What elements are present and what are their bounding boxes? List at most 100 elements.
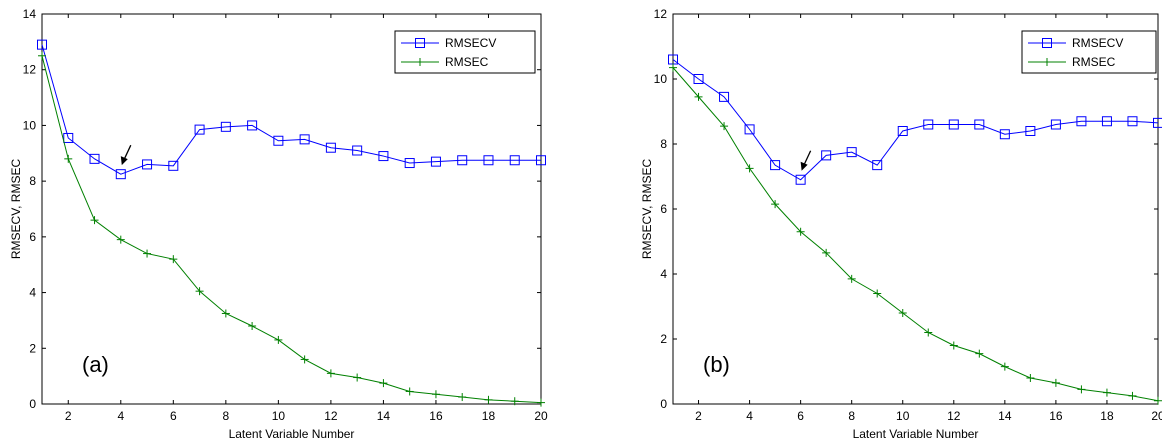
data-point-rmsec: [510, 397, 519, 406]
x-tick-label: 20: [534, 409, 548, 423]
legend-label: RMSEC: [1072, 55, 1116, 69]
data-point-rmsecv: [325, 142, 336, 153]
x-tick-label: 4: [117, 409, 124, 423]
legend-label: RMSECV: [1072, 36, 1123, 50]
data-point-rmsecv: [1076, 116, 1087, 127]
data-point-rmsec: [537, 398, 545, 407]
y-tick-label: 10: [654, 72, 668, 86]
data-point-rmsecv: [37, 39, 47, 50]
data-point-rmsec: [64, 154, 73, 163]
x-tick-label: 18: [1100, 409, 1114, 423]
x-tick-label: 20: [1151, 409, 1162, 423]
data-point-rmsec: [669, 63, 677, 72]
data-point-rmsecv: [1101, 116, 1112, 127]
data-point-rmsecv: [509, 155, 520, 166]
data-point-rmsecv: [483, 155, 494, 166]
data-point-rmsec: [1026, 374, 1035, 382]
data-point-rmsecv: [974, 119, 985, 130]
data-point-rmsecv: [536, 155, 546, 166]
y-tick-label: 14: [23, 7, 37, 21]
annotation-arrow: [800, 150, 812, 171]
y-tick-label: 12: [23, 63, 37, 77]
legend-marker: [1042, 38, 1052, 48]
data-point-rmsec: [221, 309, 230, 318]
data-point-rmsec: [745, 164, 754, 173]
data-point-rmsecv: [719, 91, 730, 102]
data-point-rmsec: [405, 387, 414, 396]
data-point-rmsecv: [693, 74, 704, 84]
data-point-rmsec: [796, 227, 805, 236]
y-tick-label: 10: [23, 118, 37, 132]
x-tick-label: 16: [1049, 409, 1063, 423]
data-point-rmsecv: [378, 151, 389, 162]
y-tick-label: 2: [29, 341, 36, 355]
x-tick-label: 8: [848, 409, 855, 423]
data-point-rmsec: [898, 309, 907, 317]
data-point-rmsecv: [115, 169, 126, 180]
y-axis-label: RMSECV, RMSEC: [640, 159, 654, 260]
data-point-rmsecv: [872, 160, 883, 171]
data-point-rmsec: [484, 395, 493, 404]
data-point-rmsec: [694, 92, 703, 101]
legend-label: RMSECV: [445, 36, 496, 50]
x-axis-label: Latent Variable Number: [229, 427, 355, 441]
data-point-rmsec: [1077, 385, 1086, 394]
x-tick-label: 12: [947, 409, 961, 423]
data-point-rmsec: [1128, 391, 1137, 400]
x-tick-label: 12: [324, 409, 338, 423]
data-point-rmsec: [1051, 378, 1060, 387]
data-point-rmsec: [975, 349, 984, 358]
x-tick-label: 10: [896, 409, 910, 423]
legend: RMSECV RMSEC: [1021, 30, 1157, 74]
data-point-rmsecv: [897, 126, 908, 136]
data-point-rmsecv: [404, 158, 415, 169]
series-line-rmsec: [41, 55, 542, 404]
data-point-rmsecv: [821, 150, 832, 161]
panel-label: (b): [703, 352, 730, 377]
x-tick-label: 14: [998, 409, 1012, 423]
data-point-rmsecv: [795, 174, 806, 185]
data-point-rmsec: [169, 255, 178, 264]
data-point-rmsec: [771, 200, 780, 209]
y-tick-label: 0: [660, 397, 667, 411]
data-point-rmsecv: [923, 119, 934, 130]
data-point-rmsec: [116, 235, 125, 244]
data-point-rmsecv: [1153, 117, 1162, 128]
x-tick-label: 14: [377, 409, 391, 423]
x-tick-label: 16: [429, 409, 443, 423]
data-point-rmsecv: [168, 160, 179, 171]
legend-marker: [415, 38, 425, 48]
data-point-rmsecv: [352, 145, 363, 156]
x-tick-label: 4: [746, 409, 753, 423]
data-point-rmsecv: [299, 134, 310, 145]
chart-panel-1: 2 4 6 8 10 12 14 16 18 20 0 2 4 6 8 10 12 14 Latent Variab…: [9, 7, 548, 441]
data-point-rmsec: [195, 287, 204, 296]
series-line-rmsec: [672, 67, 1159, 402]
plot-frame: [41, 13, 542, 405]
data-point-rmsecv: [273, 135, 284, 146]
plot-frame: [672, 13, 1159, 405]
data-point-rmsec: [38, 51, 46, 60]
data-point-rmsecv: [63, 132, 74, 143]
panel-label: (a): [82, 352, 109, 377]
data-point-rmsec: [326, 369, 335, 378]
data-point-rmsec: [847, 274, 856, 283]
y-axis-label: RMSECV, RMSEC: [9, 159, 23, 260]
x-tick-label: 8: [222, 409, 229, 423]
data-point-rmsec: [248, 322, 257, 330]
y-tick-label: 2: [660, 332, 667, 346]
data-point-rmsecv: [194, 124, 205, 135]
y-tick-label: 8: [660, 137, 667, 151]
y-tick-label: 6: [29, 230, 36, 244]
data-point-rmsecv: [220, 121, 231, 132]
data-point-rmsecv: [948, 119, 959, 130]
y-tick-label: 6: [660, 202, 667, 216]
y-tick-label: 4: [660, 267, 667, 281]
legend-label: RMSEC: [445, 55, 489, 69]
data-point-rmsecv: [744, 124, 755, 135]
x-axis-label: Latent Variable Number: [853, 427, 979, 441]
y-tick-label: 8: [29, 174, 36, 188]
data-point-rmsec: [353, 373, 362, 382]
data-point-rmsecv: [770, 160, 781, 171]
y-tick-label: 12: [654, 7, 668, 21]
